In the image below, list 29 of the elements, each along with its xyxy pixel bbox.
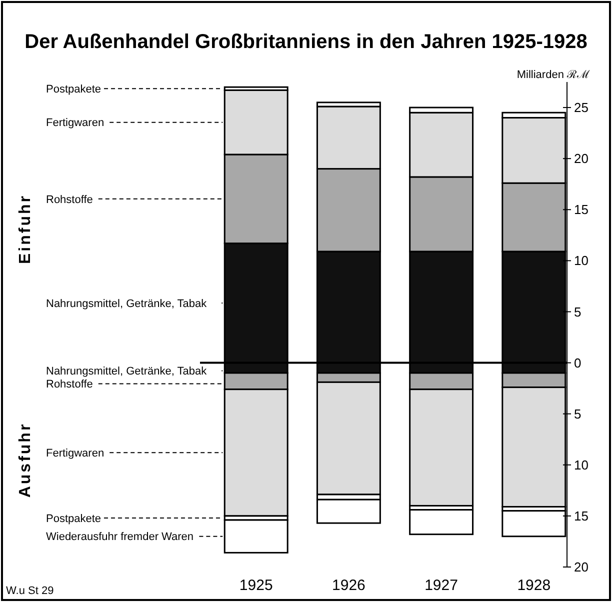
text: Postpakete [46, 512, 102, 525]
text: Postpakete [46, 83, 102, 96]
y-tick-label: 15 [574, 508, 588, 524]
text: Rohstoffe [46, 378, 93, 391]
x-tick-label: 1925 [239, 577, 273, 594]
y-tick-label: 15 [574, 202, 588, 218]
text: Einfuhr [17, 194, 34, 264]
x-tick-label: 1928 [517, 577, 551, 594]
text: Fertigwaren [46, 117, 104, 130]
y-tick-label: 10 [574, 253, 588, 268]
text: Rohstoffe [46, 194, 93, 206]
y-tick-label: 5 [574, 304, 582, 320]
y-tick-label: 25 [574, 100, 588, 116]
chart-title: Der Außenhandel Großbritanniens in den Jahren 1925-1928 [24, 31, 588, 53]
x-tick-label: 1927 [424, 577, 458, 594]
y-tick-label: 0 [574, 355, 582, 370]
x-tick-label: 1926 [332, 577, 366, 594]
legend-label: Wiederausfuhr fremder Waren [46, 531, 194, 544]
y-tick-label: 5 [574, 406, 582, 422]
y-tick-label: 10 [574, 457, 588, 472]
y-tick-label: 20 [574, 560, 588, 575]
text: Ausfuhr [17, 422, 34, 498]
y-tick-label: 20 [574, 151, 588, 166]
legend-label: Nahrungsmittel, Getränke, Tabak [46, 298, 208, 310]
text: Fertigwaren [46, 447, 104, 460]
text: W.u St 29 [6, 585, 54, 597]
legend-label: Nahrungsmittel, Getränke, Tabak [46, 366, 208, 378]
bar [409, 509, 474, 536]
y-axis-title: Milliarden ℛℳ [516, 69, 590, 81]
